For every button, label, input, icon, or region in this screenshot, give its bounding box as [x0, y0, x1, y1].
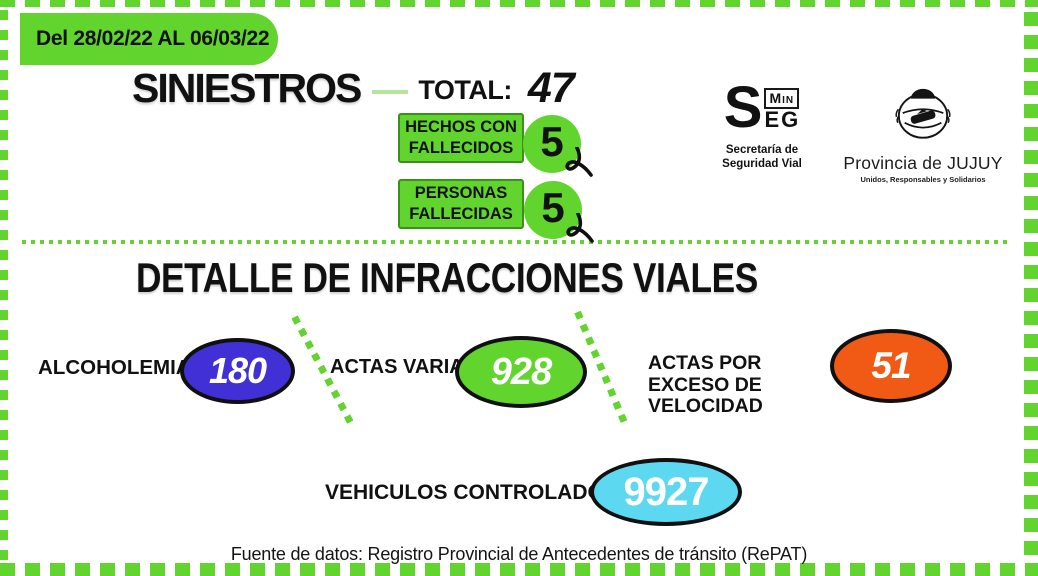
stat-value-alcoholemias: 180 — [208, 350, 267, 391]
jujuy-name: Provincia de JUJUY — [843, 153, 1003, 173]
footer-source: Fuente de datos: Registro Provincial de … — [230, 544, 808, 564]
kpi-circle-hechos-con-fallecidos: 5 — [523, 115, 593, 177]
total-label: TOTAL: — [418, 75, 512, 105]
stat-value-vehiculos-controlados: 9927 — [623, 469, 710, 514]
kpi-label-line2: FALLECIDAS — [409, 205, 513, 223]
stat-label-actas-varias: ACTAS VARIAS — [330, 356, 478, 378]
kpi-box-personas-fallecidas: PERSONAS FALLECIDAS — [398, 179, 524, 229]
jujuy-tagline: Unidos, Responsables y Solidarios — [860, 175, 986, 184]
stat-value-exceso-velocidad: 51 — [871, 345, 911, 386]
ribbon-curl-icon — [566, 213, 594, 243]
kpi-box-hechos-con-fallecidos: HECHOS CON FALLECIDOS — [398, 113, 524, 163]
minseg-wordmark: S Min EG — [706, 75, 818, 140]
jujuy-handshake-emblem-icon — [895, 88, 951, 139]
stat-ellipse-exceso-velocidad: 51 — [830, 329, 952, 403]
stat-ellipse-alcoholemias: 180 — [180, 338, 295, 404]
page-title: SINIESTROS — [132, 65, 362, 111]
minseg-caption-line2: Seguridad Vial — [722, 158, 802, 171]
period-text: Del 28/02/22 AL 06/03/22 — [36, 27, 270, 50]
dotted-divider — [22, 240, 1010, 244]
stat-ellipse-vehiculos-controlados: 9927 — [590, 458, 742, 526]
minseg-min-box: Min — [764, 88, 800, 109]
kpi-label-line1: HECHOS CON — [405, 118, 517, 136]
stat-label-alcoholemias: ALCOHOLEMIAS — [38, 356, 205, 379]
title-row: SINIESTROS TOTAL: 47 — [132, 64, 575, 113]
dashed-border-left — [0, 10, 8, 560]
minseg-caption-line1: Secretaría de — [725, 144, 799, 156]
period-badge: Del 28/02/22 AL 06/03/22 — [20, 13, 278, 65]
minseg-logo: S Min EG Secretaría de Seguridad Vial — [706, 75, 818, 172]
kpi-label-line1: PERSONAS — [414, 184, 508, 202]
kpi-circle-personas-fallecidas: 5 — [524, 181, 594, 243]
kpi-label-line2: FALLECIDOS — [408, 139, 514, 157]
section-title: DETALLE DE INFRACCIONES VIALES — [136, 254, 758, 301]
kpi-value: 5 — [540, 118, 564, 165]
minseg-letter-s: S — [723, 75, 763, 140]
dashed-border-right — [1024, 12, 1038, 560]
stat-label-vehiculos-controlados: VEHICULOS CONTROLADOS — [325, 481, 618, 504]
dashed-border-top — [0, 0, 1038, 7]
ribbon-curl-icon — [565, 147, 593, 177]
title-dash — [372, 89, 409, 94]
kpi-value: 5 — [541, 184, 565, 231]
stat-value-actas-varias: 928 — [490, 350, 552, 393]
total-value: 47 — [527, 64, 575, 112]
dashed-border-bottom — [0, 563, 1038, 576]
stat-label-exceso-velocidad: ACTAS POR EXCESO DE VELOCIDAD — [648, 352, 763, 417]
jujuy-logo: Provincia de JUJUY Unidos, Responsables … — [842, 84, 1004, 184]
stat-ellipse-actas-varias: 928 — [455, 336, 587, 408]
minseg-eg-text: EG — [764, 107, 801, 132]
